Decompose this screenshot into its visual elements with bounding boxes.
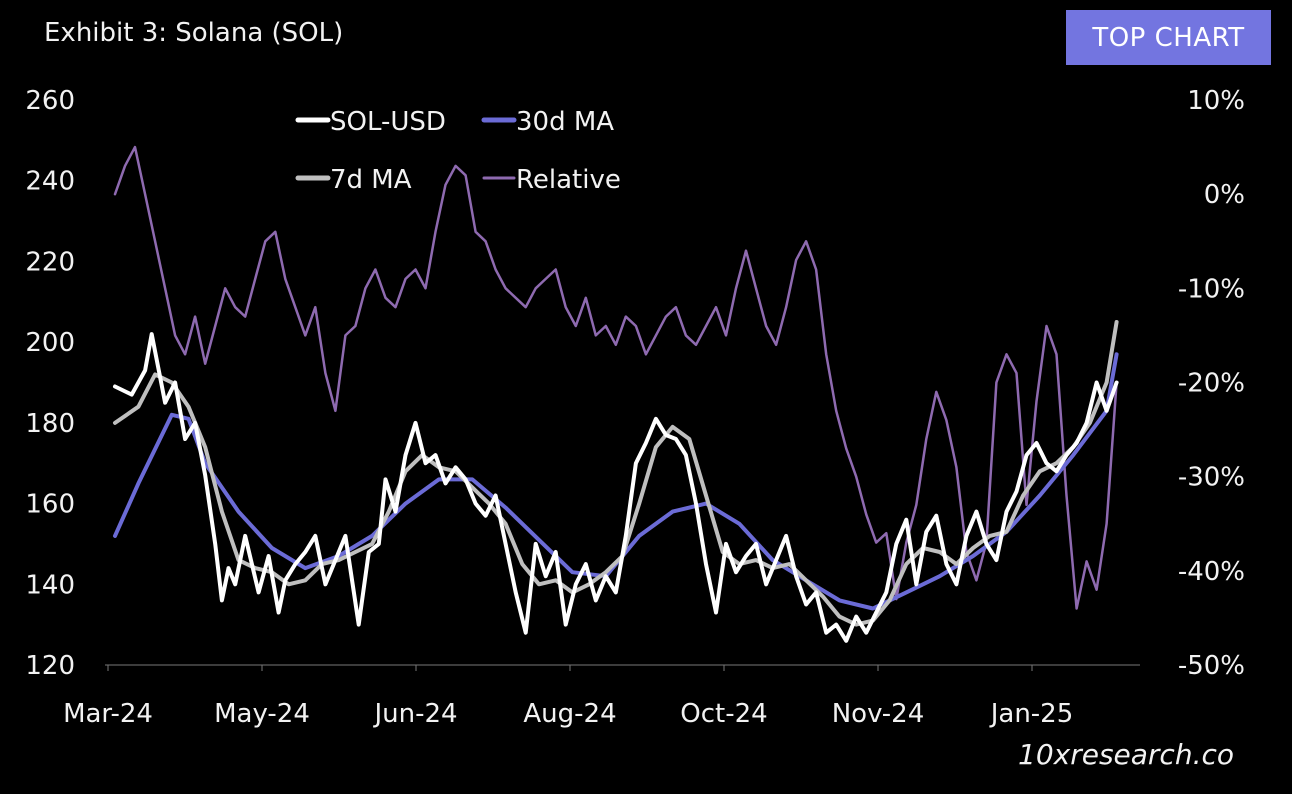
x-tick-label: May-24 bbox=[214, 699, 310, 729]
y-left-tick-label: 260 bbox=[25, 86, 75, 116]
y-right-tick-label: -20% bbox=[1178, 369, 1245, 399]
top-chart-badge: TOP CHART bbox=[1066, 10, 1271, 65]
y-left-tick-label: 220 bbox=[25, 247, 75, 277]
x-tick-label: Mar-24 bbox=[63, 699, 153, 729]
y-left-tick-label: 160 bbox=[25, 490, 75, 520]
y-left-tick-label: 120 bbox=[25, 651, 75, 681]
x-tick-label: Nov-24 bbox=[832, 699, 925, 729]
source-credit: 10xresearch.co bbox=[1018, 738, 1234, 771]
y-left-tick-label: 180 bbox=[25, 409, 75, 439]
y-right-tick-label: -40% bbox=[1178, 557, 1245, 587]
y-right-tick-label: -50% bbox=[1178, 651, 1245, 681]
series-line-sol-usd bbox=[113, 332, 1119, 643]
y-right-tick-label: -10% bbox=[1178, 274, 1245, 304]
y-left-tick-label: 140 bbox=[25, 570, 75, 600]
legend-label-30d-ma: 30d MA bbox=[516, 107, 614, 137]
x-tick-label: Oct-24 bbox=[680, 699, 767, 729]
y-right-tick-label: 0% bbox=[1204, 180, 1245, 210]
y-left-tick-label: 200 bbox=[25, 328, 75, 358]
chart-title: Exhibit 3: Solana (SOL) bbox=[44, 18, 344, 48]
legend-label-relative: Relative bbox=[516, 165, 621, 195]
y-right-tick-label: 10% bbox=[1187, 86, 1245, 116]
y-right-tick-label: -30% bbox=[1178, 463, 1245, 493]
legend-label-7d-ma: 7d MA bbox=[330, 165, 412, 195]
x-tick-label: Jan-25 bbox=[989, 699, 1074, 729]
x-tick-label: Aug-24 bbox=[523, 699, 616, 729]
series-line-relative bbox=[113, 145, 1118, 610]
legend: SOL-USD 30d MA 7d MA Relative bbox=[295, 107, 621, 195]
x-tick-label: Jun-24 bbox=[372, 699, 457, 729]
legend-label-sol-usd: SOL-USD bbox=[330, 107, 446, 137]
series-line-7d-ma bbox=[113, 320, 1119, 627]
y-left-tick-label: 240 bbox=[25, 167, 75, 197]
